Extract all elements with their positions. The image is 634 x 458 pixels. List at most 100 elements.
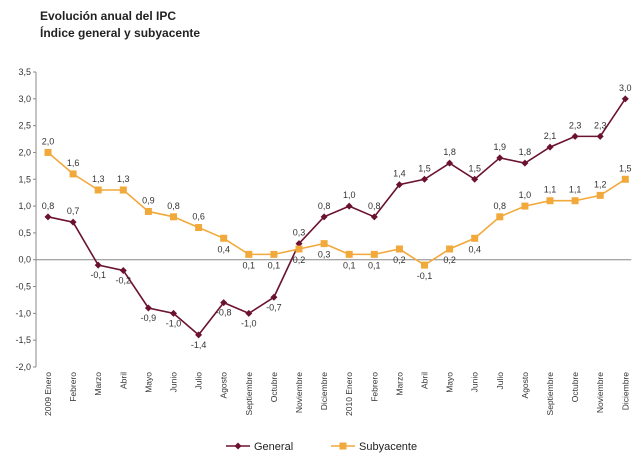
legend-marker-subyacente [339,442,347,450]
data-point-subyacente [295,245,303,253]
data-point-subyacente [546,197,554,205]
x-category-label: Octubre [570,372,580,403]
data-label-subyacente: 0,1 [243,260,256,270]
data-label-subyacente: 0,2 [443,255,456,265]
x-category-label: 2010 Enero [344,372,354,416]
data-point-general [546,143,554,151]
x-category-label: Diciembre [319,372,329,411]
data-point-subyacente [446,245,454,253]
x-category-label: Marzo [93,372,103,396]
data-label-general: 1,9 [494,142,507,152]
y-tick-label: 2,5 [18,121,31,131]
y-tick-label: -1,5 [15,335,31,345]
data-label-general: 1,4 [393,169,406,179]
data-point-subyacente [119,186,127,194]
data-label-general: 3,0 [619,83,632,93]
data-label-subyacente: -0,1 [417,271,433,281]
data-label-general: 1,5 [468,163,481,173]
data-label-general: -0,8 [216,308,232,318]
data-label-subyacente: 0,3 [318,250,331,260]
data-label-subyacente: 1,5 [619,163,632,173]
data-label-general: 0,8 [318,201,331,211]
data-point-subyacente [170,213,177,221]
data-label-subyacente: 0,2 [393,255,406,265]
data-point-general [421,175,428,183]
data-label-subyacente: 0,2 [293,255,306,265]
data-label-subyacente: 1,1 [544,185,557,195]
x-category-label: Diciembre [620,372,630,411]
data-label-general: 2,3 [569,120,582,130]
legend-label-subyacente: Subyacente [359,441,417,453]
y-tick-label: 1,0 [18,201,31,211]
data-label-general: -0,9 [141,313,157,323]
y-tick-label: -2,0 [15,362,31,372]
legend-marker-general [234,442,242,450]
data-label-general: 2,3 [594,120,607,130]
x-category-label: Agosto [219,372,229,399]
data-point-subyacente [270,250,278,258]
data-point-general [144,304,152,312]
x-category-label: Noviembre [595,372,605,413]
data-point-general [521,159,529,167]
data-point-general [370,213,378,221]
data-point-general [571,132,579,140]
data-point-general [446,159,454,167]
x-category-label: Julio [495,372,505,390]
data-label-subyacente: 0,1 [268,260,281,270]
data-point-subyacente [395,245,403,253]
data-label-subyacente: 1,3 [92,174,105,184]
data-label-general: -0,1 [90,270,106,280]
y-tick-label: 1,5 [18,174,31,184]
data-label-general: 1,8 [443,147,456,157]
data-label-subyacente: 1,6 [67,158,80,168]
x-category-label: Julio [194,372,204,390]
data-label-general: 1,8 [519,147,532,157]
data-label-subyacente: 0,1 [368,260,381,270]
data-point-general [119,266,127,274]
data-point-general [69,218,77,226]
data-label-general: -1,4 [191,340,207,350]
data-point-subyacente [596,191,604,199]
data-label-subyacente: 0,4 [217,244,230,254]
data-point-subyacente [571,197,579,205]
data-point-general [220,299,228,307]
data-point-subyacente [220,234,228,242]
data-label-subyacente: 0,1 [343,260,356,270]
y-tick-label: 0,5 [18,228,31,238]
data-point-general [596,132,604,140]
data-point-general [471,175,479,183]
y-tick-label: -1,0 [15,308,31,318]
x-category-label: Agosto [520,372,530,399]
data-label-general: -0,7 [266,302,282,312]
data-label-subyacente: 0,4 [468,244,481,254]
data-label-subyacente: 1,0 [519,190,532,200]
x-category-label: Mayo [143,372,153,393]
data-label-subyacente: 1,2 [594,179,607,189]
data-point-subyacente [621,175,629,183]
legend-label-general: General [254,441,293,453]
x-category-label: Febrero [369,372,379,402]
data-point-general [44,213,52,221]
x-category-label: Junio [169,372,179,393]
data-label-general: 0,7 [67,206,80,216]
x-category-label: Septiembre [545,372,555,416]
data-label-general: 0,8 [368,201,381,211]
data-point-subyacente [421,261,428,269]
chart-title: Evolución anual del IPC [40,9,177,23]
y-tick-label: 3,0 [18,94,31,104]
data-point-general [320,213,328,221]
series-line-general [47,98,626,336]
chart-subtitle: Índice general y subyacente [40,26,201,40]
data-label-general: 0,8 [42,201,55,211]
chart-title-block: Evolución anual del IPC Índice general y… [40,8,200,42]
series-line-subyacente [47,151,626,267]
data-point-general [94,261,102,269]
data-label-subyacente: 0,8 [494,201,507,211]
y-tick-label: -0,5 [15,282,31,292]
x-category-label: Noviembre [294,372,304,413]
data-point-subyacente [44,148,52,156]
data-label-general: 1,0 [343,190,356,200]
data-label-subyacente: 0,6 [192,212,205,222]
data-point-subyacente [471,234,479,242]
